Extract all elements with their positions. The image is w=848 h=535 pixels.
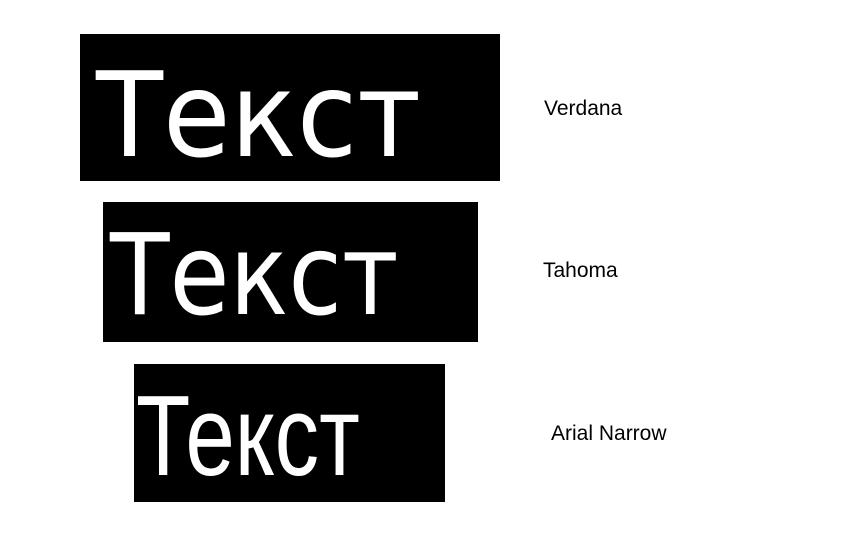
sample-text-tahoma: Текст — [110, 211, 399, 341]
font-label-verdana: Verdana — [544, 97, 623, 120]
sample-box-tahoma: Текст — [103, 202, 478, 342]
sample-text-arial-narrow: Текст — [136, 373, 360, 500]
font-label-tahoma: Tahoma — [543, 259, 618, 282]
sample-box-verdana: Текст — [80, 34, 500, 181]
sample-text-verdana: Текст — [96, 46, 422, 181]
sample-box-arial-narrow: Текст — [134, 364, 445, 502]
font-label-arial-narrow: Arial Narrow — [551, 422, 667, 445]
